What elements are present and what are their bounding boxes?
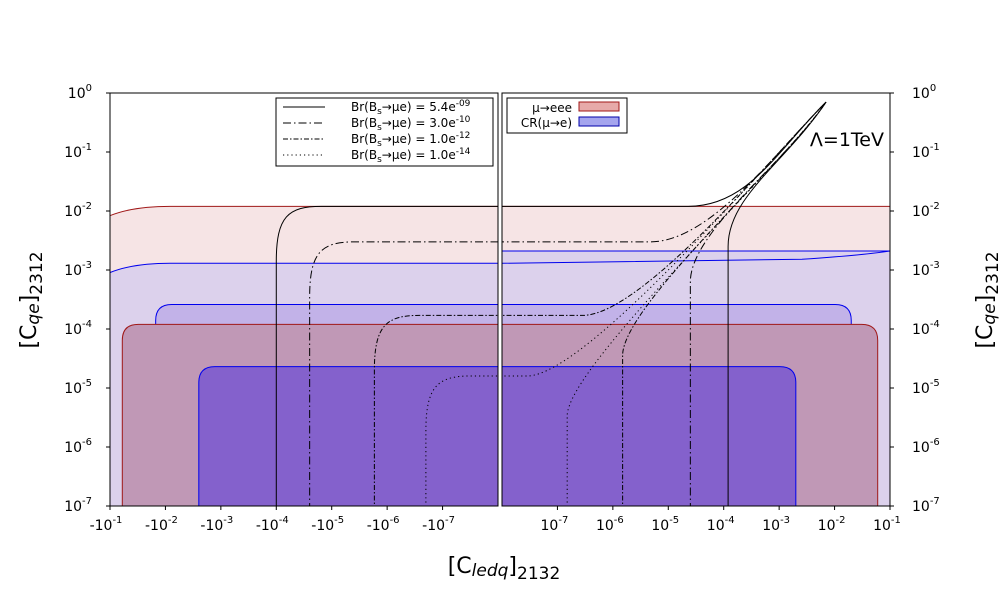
series-dotted-left (425, 375, 498, 506)
lambda-annotation: Λ=1TeV (810, 129, 884, 151)
region-outer-cr-edge-right (502, 250, 890, 264)
y-tick-label-left: 10-1 (64, 142, 92, 161)
series-dashdot-right-branch (502, 101, 827, 243)
y-tick-label-left: 10-6 (64, 437, 92, 456)
curves-left (275, 205, 498, 506)
x-tick-label-right: 10-4 (707, 515, 735, 534)
y-tick-label-right: 10-2 (912, 201, 940, 220)
series-dashdot-left (309, 241, 498, 506)
y-tick-label-right: 10-6 (912, 437, 940, 456)
x-tick-label-right: 10-2 (818, 515, 846, 534)
curves-right (502, 101, 827, 506)
x-tick-label-left: -10-1 (90, 515, 123, 534)
regions-right (502, 205, 890, 506)
legend-left-label-dotted: Br(Bs→μe) = 1.0e-14 (351, 147, 471, 165)
y-tick-label-left: 10-4 (64, 319, 92, 338)
x-tick-label-right: 10-5 (651, 515, 679, 534)
x-tick-label-left: -10-2 (145, 515, 178, 534)
y-tick-label-left: 10-7 (64, 496, 92, 515)
x-tick-label-left: -10-3 (200, 515, 233, 534)
region-inner-4-left (198, 366, 498, 506)
region-inner-4-right (502, 366, 797, 506)
x-axis-label: [Cledq]2132 (448, 554, 561, 584)
legend-left-label-solid: Br(Bs→μe) = 5.4e-09 (351, 99, 471, 117)
series-dashdot-fine-left (373, 314, 498, 506)
y-tick-label-left: 100 (68, 83, 92, 102)
x-tick-label-left: -10-6 (367, 515, 400, 534)
axes: 100 100 10-1 10-1 10-2 10-2 10-3 10-3 10-4 10-4 10… (64, 83, 940, 534)
legend-right-label-0: μ→eee (532, 101, 572, 115)
y-tick-label-left: 10-3 (64, 260, 92, 279)
x-tick-label-right: 10-1 (873, 515, 901, 534)
legend-right-swatch-0 (578, 101, 620, 112)
y-tick-label-right: 10-3 (912, 260, 940, 279)
y-tick-label-left: 10-2 (64, 201, 92, 220)
legend-right-label-1: CR(μ→e) (521, 116, 572, 130)
y-axis-label-left: [Cqe]2312 (17, 251, 47, 348)
y-tick-label-right: 10-5 (912, 378, 940, 397)
legend-left-label-dashdot: Br(Bs→μe) = 3.0e-10 (351, 115, 471, 133)
y-tick-label-right: 10-1 (912, 142, 940, 161)
y-tick-label-left: 10-5 (64, 378, 92, 397)
x-tick-label-left: -10-4 (256, 515, 289, 534)
y-tick-label-right: 10-7 (912, 496, 940, 515)
left-panel (109, 92, 499, 507)
right-panel-frame (501, 92, 891, 507)
x-tick-label-left: -10-5 (311, 515, 344, 534)
series-dashdot-fine-right-branch (502, 101, 827, 316)
legend-left-box (275, 97, 494, 167)
series-dotted-right-lower (566, 101, 827, 506)
series-solid-left (275, 205, 498, 506)
right-panel (501, 92, 891, 507)
y-axis-label-right: [Cqe]2312 (973, 251, 1000, 348)
x-tick-label-left: -10-7 (422, 515, 455, 534)
x-tick-label-right: 10-3 (762, 515, 790, 534)
left-panel-frame (109, 92, 499, 507)
legend-right-swatch-1 (578, 116, 620, 127)
y-tick-label-right: 10-4 (912, 319, 940, 338)
series-dashdot-fine-right-lower (622, 101, 827, 506)
y-tick-label-right: 100 (912, 83, 936, 102)
series-dotted-right-branch (502, 101, 827, 377)
legend-left-label-dashdot-fine: Br(Bs→μe) = 1.0e-12 (351, 131, 470, 149)
x-tick-label-right: 10-6 (596, 515, 624, 534)
x-tick-label-right: 10-7 (541, 515, 569, 534)
regions-left (110, 205, 498, 506)
